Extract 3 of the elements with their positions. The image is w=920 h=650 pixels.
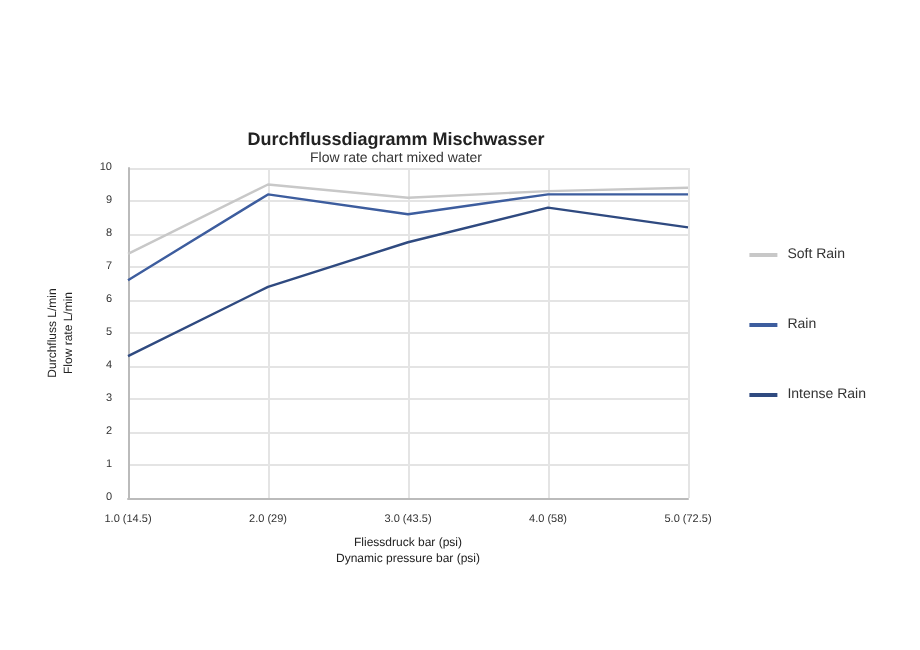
line-series bbox=[126, 183, 690, 255]
chart-title: Durchflussdiagramm Mischwasser bbox=[247, 129, 546, 149]
line-series bbox=[126, 206, 690, 358]
